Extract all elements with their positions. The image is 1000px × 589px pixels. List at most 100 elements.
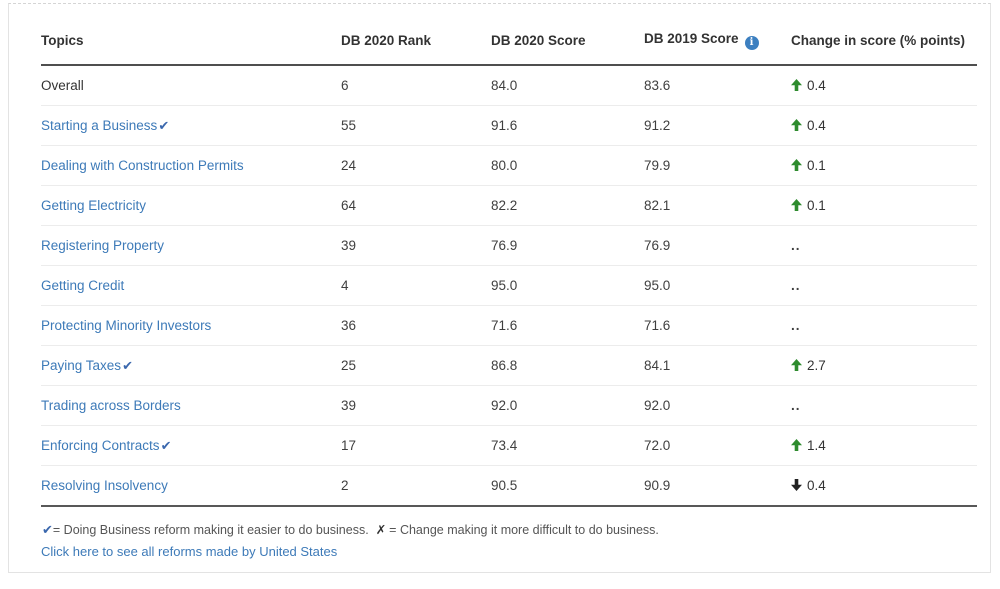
topic-cell: Resolving Insolvency — [41, 465, 341, 507]
change-cell: 1.4 — [791, 425, 977, 466]
topic-cell: Protecting Minority Investors — [41, 305, 341, 346]
table-row: Protecting Minority Investors 36 71.6 71… — [41, 305, 977, 346]
legend-check-text: = Doing Business reform making it easier… — [52, 523, 369, 537]
reform-check-icon: ✔ — [122, 358, 133, 374]
change-cell: 0.4 — [791, 105, 977, 146]
topic-link: Overall — [41, 78, 84, 93]
score-2019-cell: 76.9 — [644, 225, 791, 266]
table-row: Enforcing Contracts✔ 17 73.4 72.0 1.4 — [41, 425, 977, 466]
col-header-topics-label: Topics — [41, 33, 84, 48]
score-2020-cell: 90.5 — [491, 465, 644, 507]
table-row: Registering Property 39 76.9 76.9 .. — [41, 225, 977, 266]
score-2020-cell: 73.4 — [491, 425, 644, 466]
table-row: Overall 6 84.0 83.6 0.4 — [41, 65, 977, 106]
topic-link[interactable]: Enforcing Contracts — [41, 437, 160, 453]
col-header-change: Change in score (% points) — [791, 4, 977, 66]
change-cell: 2.7 — [791, 345, 977, 386]
score-2020-cell: 91.6 — [491, 105, 644, 146]
topic-link[interactable]: Getting Credit — [41, 278, 125, 293]
topic-link[interactable]: Resolving Insolvency — [41, 478, 168, 493]
table-row: Paying Taxes✔ 25 86.8 84.1 2.7 — [41, 345, 977, 386]
up-arrow-icon — [791, 79, 802, 91]
score-2019-cell: 72.0 — [644, 425, 791, 466]
rank-cell: 24 — [341, 145, 491, 186]
col-header-change-label: Change in score (% points) — [791, 33, 966, 48]
topic-cell: Trading across Borders — [41, 385, 341, 426]
topic-link[interactable]: Dealing with Construction Permits — [41, 158, 244, 173]
topic-link[interactable]: Registering Property — [41, 238, 165, 253]
topic-cell: Starting a Business✔ — [41, 105, 341, 146]
rank-cell: 6 — [341, 65, 491, 106]
change-cell: 0.4 — [791, 465, 977, 507]
reform-check-icon: ✔ — [158, 118, 170, 134]
table-row: Getting Electricity 64 82.2 82.1 0.1 — [41, 185, 977, 226]
change-value: 2.7 — [807, 358, 826, 373]
score-2020-cell: 92.0 — [491, 385, 644, 426]
col-header-db2020-rank-label: DB 2020 Rank — [341, 33, 432, 48]
topics-score-card: Topics DB 2020 Rank DB 2020 Score DB 201… — [8, 3, 991, 573]
topic-link[interactable]: Protecting Minority Investors — [41, 318, 212, 333]
reform-x-icon: ✗ — [375, 522, 387, 537]
score-2020-cell: 95.0 — [491, 265, 644, 306]
score-2020-cell: 80.0 — [491, 145, 644, 186]
topic-link[interactable]: Paying Taxes — [41, 357, 122, 373]
rank-cell: 55 — [341, 105, 491, 146]
rank-cell: 2 — [341, 465, 491, 507]
score-2019-cell: 91.2 — [644, 105, 791, 146]
reform-check-icon: ✔ — [160, 438, 172, 454]
topic-cell: Registering Property — [41, 225, 341, 266]
score-2019-cell: 90.9 — [644, 465, 791, 507]
change-cell: .. — [791, 225, 977, 266]
rank-cell: 4 — [341, 265, 491, 306]
topic-cell: Dealing with Construction Permits — [41, 145, 341, 186]
topic-cell: Getting Credit — [41, 265, 341, 306]
score-2019-cell: 92.0 — [644, 385, 791, 426]
score-2019-cell: 82.1 — [644, 185, 791, 226]
change-cell: .. — [791, 385, 977, 426]
change-value: 1.4 — [807, 438, 826, 453]
change-cell: 0.4 — [791, 65, 977, 106]
see-all-reforms-link[interactable]: Click here to see all reforms made by Un… — [41, 544, 338, 559]
reform-check-icon: ✔ — [42, 523, 53, 538]
score-2020-cell: 84.0 — [491, 65, 644, 106]
info-icon[interactable] — [744, 36, 759, 50]
change-value: 0.1 — [807, 158, 826, 173]
change-value: 0.1 — [807, 198, 826, 213]
topic-cell: Paying Taxes✔ — [41, 345, 341, 386]
score-2020-cell: 86.8 — [491, 345, 644, 386]
change-value: 0.4 — [807, 118, 826, 133]
table-body: Overall 6 84.0 83.6 0.4 Starting a Busin… — [41, 65, 977, 507]
topic-link[interactable]: Trading across Borders — [41, 398, 181, 413]
table-row: Resolving Insolvency 2 90.5 90.9 0.4 — [41, 465, 977, 507]
legend: ✔= Doing Business reform making it easie… — [41, 522, 977, 538]
table-row: Getting Credit 4 95.0 95.0 .. — [41, 265, 977, 306]
col-header-db2020-score-label: DB 2020 Score — [491, 33, 586, 48]
rank-cell: 17 — [341, 425, 491, 466]
change-value: 0.4 — [807, 478, 826, 493]
col-header-db2019-score: DB 2019 Score — [644, 4, 791, 66]
topic-link[interactable]: Getting Electricity — [41, 198, 147, 213]
score-2019-cell: 79.9 — [644, 145, 791, 186]
topics-table: Topics DB 2020 Rank DB 2020 Score DB 201… — [41, 4, 977, 507]
topic-cell: Overall — [41, 65, 341, 106]
table-header-row: Topics DB 2020 Rank DB 2020 Score DB 201… — [41, 4, 977, 66]
score-2020-cell: 76.9 — [491, 225, 644, 266]
score-2019-cell: 83.6 — [644, 65, 791, 106]
rank-cell: 64 — [341, 185, 491, 226]
topic-link[interactable]: Starting a Business — [41, 117, 158, 133]
change-value: 0.4 — [807, 78, 826, 93]
score-2020-cell: 71.6 — [491, 305, 644, 346]
topic-cell: Enforcing Contracts✔ — [41, 425, 341, 466]
down-arrow-icon — [791, 479, 802, 491]
change-cell: .. — [791, 265, 977, 306]
col-header-topics: Topics — [41, 4, 341, 66]
col-header-db2020-rank: DB 2020 Rank — [341, 4, 491, 66]
col-header-db2020-score: DB 2020 Score — [491, 4, 644, 66]
up-arrow-icon — [791, 199, 802, 211]
up-arrow-icon — [791, 159, 802, 171]
up-arrow-icon — [791, 439, 802, 451]
change-cell: .. — [791, 305, 977, 346]
rank-cell: 39 — [341, 225, 491, 266]
table-row: Starting a Business✔ 55 91.6 91.2 0.4 — [41, 105, 977, 146]
score-2020-cell: 82.2 — [491, 185, 644, 226]
